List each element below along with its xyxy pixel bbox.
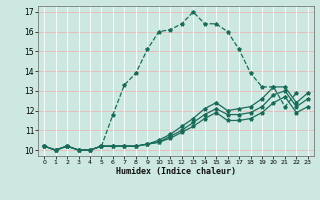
X-axis label: Humidex (Indice chaleur): Humidex (Indice chaleur) xyxy=(116,167,236,176)
